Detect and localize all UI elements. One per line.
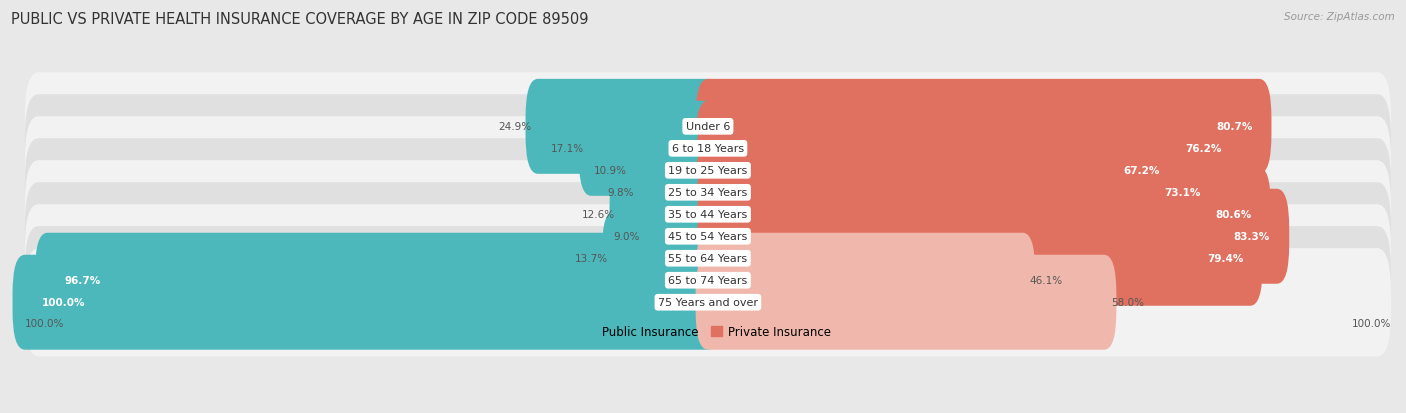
Text: 73.1%: 73.1%	[1164, 188, 1201, 198]
Text: 67.2%: 67.2%	[1123, 166, 1160, 176]
Text: 76.2%: 76.2%	[1185, 144, 1222, 154]
Text: 6 to 18 Years: 6 to 18 Years	[672, 144, 744, 154]
Text: 35 to 44 Years: 35 to 44 Years	[668, 210, 748, 220]
FancyBboxPatch shape	[634, 189, 720, 284]
Text: 80.6%: 80.6%	[1215, 210, 1251, 220]
FancyBboxPatch shape	[25, 227, 1391, 335]
Text: 65 to 74 Years: 65 to 74 Years	[668, 275, 748, 285]
Text: 12.6%: 12.6%	[582, 210, 614, 220]
Text: 24.9%: 24.9%	[498, 122, 531, 132]
FancyBboxPatch shape	[696, 233, 1035, 328]
Text: 25 to 34 Years: 25 to 34 Years	[668, 188, 748, 198]
Text: 75 Years and over: 75 Years and over	[658, 297, 758, 308]
Text: 80.7%: 80.7%	[1216, 122, 1253, 132]
Text: 46.1%: 46.1%	[1029, 275, 1063, 285]
FancyBboxPatch shape	[696, 189, 1289, 284]
FancyBboxPatch shape	[25, 95, 1391, 203]
FancyBboxPatch shape	[25, 183, 1391, 291]
FancyBboxPatch shape	[25, 161, 1391, 269]
Text: Under 6: Under 6	[686, 122, 730, 132]
FancyBboxPatch shape	[628, 145, 720, 240]
FancyBboxPatch shape	[696, 102, 1240, 196]
FancyBboxPatch shape	[526, 80, 720, 174]
FancyBboxPatch shape	[25, 139, 1391, 247]
FancyBboxPatch shape	[621, 123, 720, 218]
FancyBboxPatch shape	[602, 211, 720, 306]
Text: 58.0%: 58.0%	[1111, 297, 1144, 308]
Text: 100.0%: 100.0%	[25, 318, 65, 328]
Text: 19 to 25 Years: 19 to 25 Years	[668, 166, 748, 176]
Text: 79.4%: 79.4%	[1208, 254, 1243, 263]
FancyBboxPatch shape	[25, 205, 1391, 313]
Text: 17.1%: 17.1%	[551, 144, 585, 154]
FancyBboxPatch shape	[696, 145, 1219, 240]
Text: 45 to 54 Years: 45 to 54 Years	[668, 232, 748, 242]
FancyBboxPatch shape	[35, 233, 720, 328]
FancyBboxPatch shape	[696, 123, 1180, 218]
Text: 13.7%: 13.7%	[575, 254, 607, 263]
FancyBboxPatch shape	[25, 249, 1391, 356]
FancyBboxPatch shape	[696, 255, 1116, 350]
Text: Source: ZipAtlas.com: Source: ZipAtlas.com	[1284, 12, 1395, 22]
FancyBboxPatch shape	[13, 255, 720, 350]
FancyBboxPatch shape	[25, 73, 1391, 181]
Text: 83.3%: 83.3%	[1234, 232, 1270, 242]
FancyBboxPatch shape	[696, 211, 1263, 306]
FancyBboxPatch shape	[696, 167, 1271, 262]
Legend: Public Insurance, Private Insurance: Public Insurance, Private Insurance	[579, 320, 837, 343]
FancyBboxPatch shape	[25, 117, 1391, 225]
Text: 96.7%: 96.7%	[65, 275, 101, 285]
Text: 100.0%: 100.0%	[42, 297, 86, 308]
Text: 9.8%: 9.8%	[607, 188, 634, 198]
Text: 10.9%: 10.9%	[593, 166, 627, 176]
Text: 55 to 64 Years: 55 to 64 Years	[668, 254, 748, 263]
Text: 9.0%: 9.0%	[613, 232, 640, 242]
Text: 100.0%: 100.0%	[1351, 318, 1391, 328]
FancyBboxPatch shape	[696, 80, 1271, 174]
Text: PUBLIC VS PRIVATE HEALTH INSURANCE COVERAGE BY AGE IN ZIP CODE 89509: PUBLIC VS PRIVATE HEALTH INSURANCE COVER…	[11, 12, 589, 27]
FancyBboxPatch shape	[579, 102, 720, 196]
FancyBboxPatch shape	[610, 167, 720, 262]
